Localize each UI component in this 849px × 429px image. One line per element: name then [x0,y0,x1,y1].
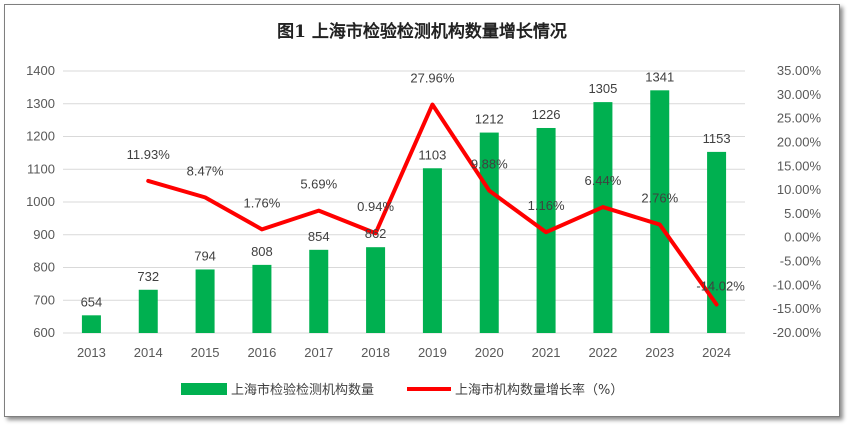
right-axis-tick: 0.00% [784,230,821,245]
right-axis: -20.00% -15.00% -10.00% -5.00% 0.00% 5.00% 10.… [773,63,822,340]
line-value-label: 2.76% [641,191,678,206]
right-axis-tick: 20.00% [777,134,822,149]
line-value-label: 11.93% [127,147,171,162]
x-axis-tick: 2013 [77,345,106,360]
left-axis-tick: 600 [33,325,55,340]
bar-value-label: 808 [251,244,273,259]
right-axis-tick: -10.00% [773,277,822,292]
x-axis: 2013 2014 2015 2016 2017 2018 2019 2020 2021 2022… [77,345,731,360]
bar-value-label: 1153 [703,131,731,146]
left-axis-tick: 700 [33,292,55,307]
left-axis-tick: 900 [33,227,55,242]
bar-data-labels: 654 732 794 808 854 862 1103 1212 1226 1305 1341 11… [81,69,731,309]
bar [81,315,101,333]
bar-value-label: 794 [194,248,216,263]
x-axis-tick: 2021 [532,345,561,360]
right-axis-tick: -5.00% [780,254,822,269]
chart-title: 图1 上海市检验检测机构数量增长情况 [277,21,567,42]
line-series [146,102,719,307]
bar-value-label: 732 [137,269,159,284]
bar-value-label: 854 [308,229,330,244]
right-axis-tick: -20.00% [773,325,822,340]
line-value-label: 5.69% [300,177,337,192]
line-value-label: 27.96% [410,71,455,86]
x-axis-tick: 2017 [304,345,333,360]
bar [366,247,386,333]
left-axis-tick: 1200 [26,129,55,144]
line-value-label: 9.88% [471,157,508,172]
bar-value-label: 1305 [588,81,617,96]
bar-value-label: 654 [81,294,103,309]
x-axis-tick: 2015 [191,345,220,360]
bar [593,102,613,333]
chart-svg: 图1 上海市检验检测机构数量增长情况 600 700 800 900 1000 1100 1… [26,21,822,398]
right-axis-tick: 35.00% [777,63,822,78]
legend-bar-swatch [181,383,227,395]
x-axis-tick: 2022 [588,345,617,360]
legend-line-label: 上海市机构数量增长率（%） [455,382,623,398]
x-axis-tick: 2014 [134,345,163,360]
bar-value-label: 1103 [418,147,446,162]
bar [195,269,215,333]
right-axis-tick: 5.00% [784,206,821,221]
x-axis-tick: 2023 [645,345,674,360]
right-axis-tick: -15.00% [773,301,822,316]
line-value-label: 1.16% [528,198,565,213]
line-value-label: 1.76% [243,195,280,210]
bar [309,249,329,333]
right-axis-tick: 25.00% [777,111,822,126]
right-axis-tick: 10.00% [777,182,822,197]
bar [650,90,670,333]
x-axis-tick: 2016 [247,345,276,360]
left-axis-tick: 1000 [26,194,55,209]
x-axis-tick: 2018 [361,345,390,360]
bar-value-label: 1226 [532,107,561,122]
left-axis-tick: 1400 [26,63,55,78]
right-axis-tick: 15.00% [777,158,822,173]
bar [422,168,442,333]
bar-value-label: 1341 [645,69,674,84]
x-axis-tick: 2024 [702,345,731,360]
chart-frame: 图1 上海市检验检测机构数量增长情况 600 700 800 900 1000 1100 1… [4,4,840,417]
left-axis-tick: 1100 [27,161,55,176]
bar [707,151,727,333]
line-data-labels: 11.93% 8.47% 1.76% 5.69% 0.94% 27.96% 9.88% 1.1… [127,71,746,294]
left-axis-tick: 800 [33,260,55,275]
x-axis-tick: 2019 [418,345,447,360]
line-value-label: 6.44% [584,173,621,188]
bar-series [81,90,727,333]
bar-value-label: 1212 [475,112,504,127]
left-axis-tick: 1300 [26,96,55,111]
bar-value-label: 862 [365,226,387,241]
legend: 上海市检验检测机构数量 上海市机构数量增长率（%） [181,382,623,398]
legend-bar-label: 上海市检验检测机构数量 [231,382,374,398]
right-axis-tick: 30.00% [777,87,822,102]
line-value-label: 0.94% [357,199,394,214]
left-axis: 600 700 800 900 1000 1100 1200 1300 1400 [26,63,55,340]
line-value-label: -14.02% [696,279,745,294]
line-value-label: 8.47% [187,163,224,178]
bar [252,264,272,333]
x-axis-tick: 2020 [475,345,504,360]
bar [138,289,158,333]
